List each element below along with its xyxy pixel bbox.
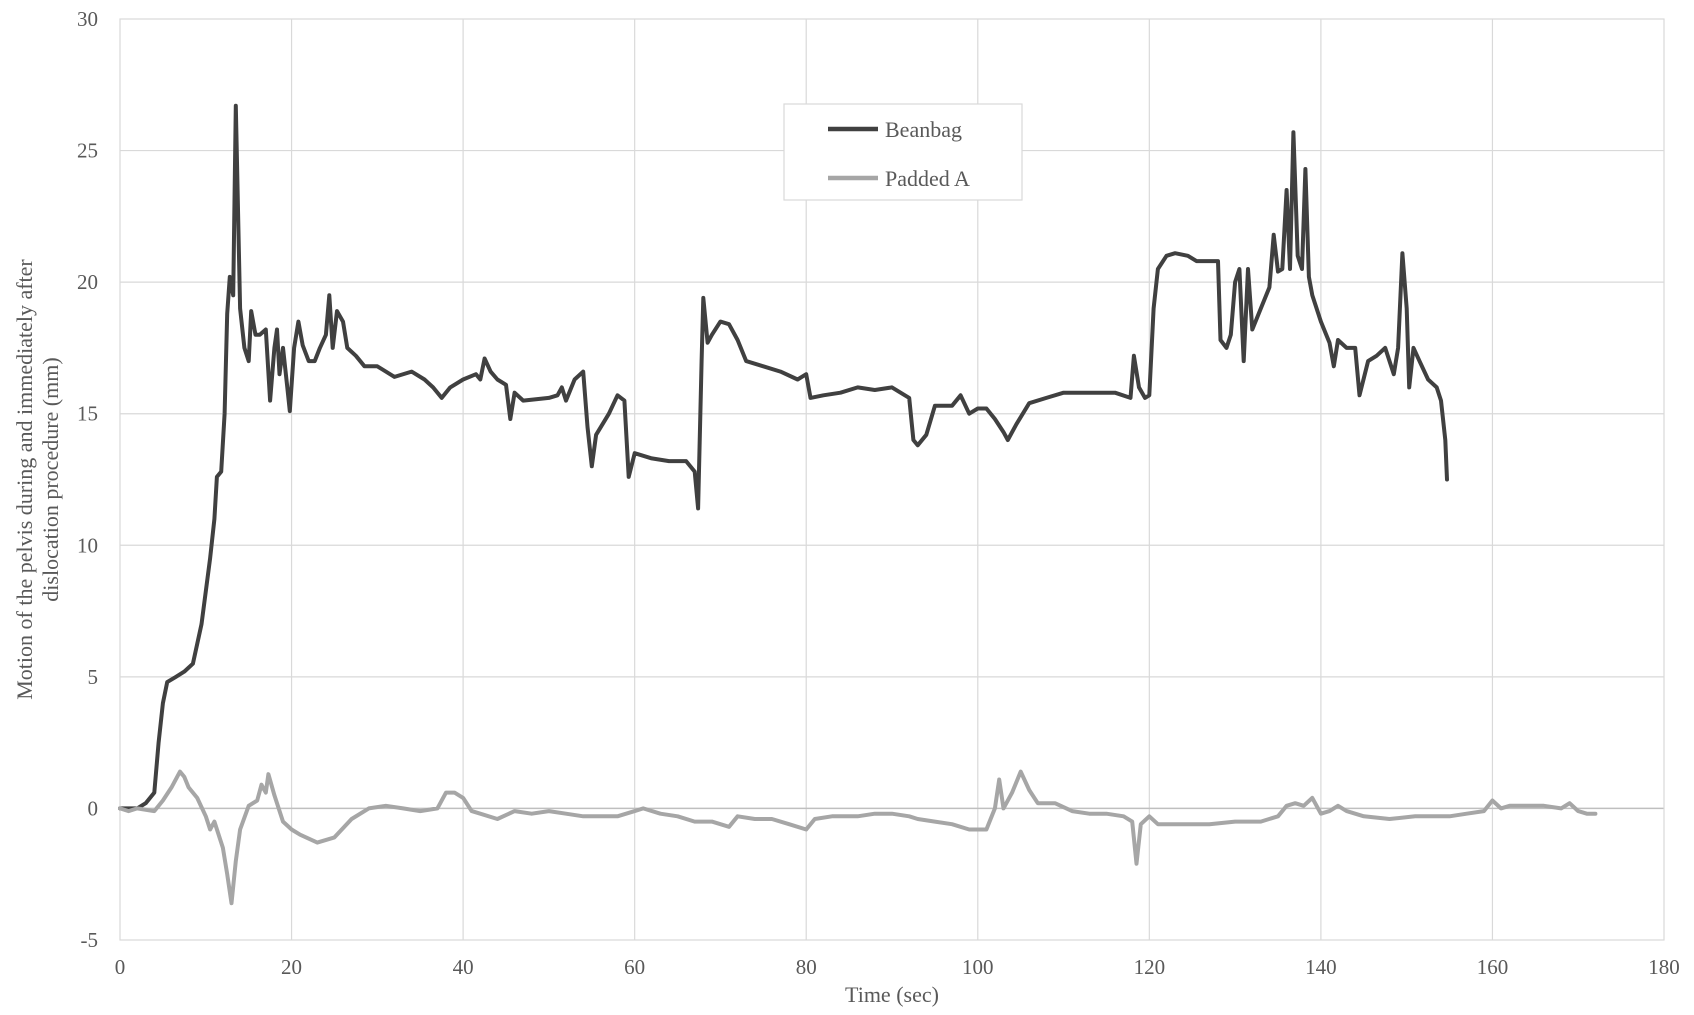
y-tick-label: 0 [88,796,99,820]
y-tick-label: 5 [88,665,99,689]
y-axis-title: Motion of the pelvis during and immediat… [12,259,63,700]
x-tick-label: 40 [453,955,474,979]
y-tick-label: 20 [77,270,98,294]
series-line-padded-a [118,769,1598,906]
legend-label-padded-a: Padded A [885,166,970,191]
series-line-beanbag [118,103,1449,811]
series-lines [118,103,1598,906]
y-tick-label: -5 [81,928,99,952]
legend: Beanbag Padded A [783,103,1023,201]
plot-area-border [119,18,1665,941]
y-tick-label: 10 [77,533,98,557]
y-axis-title-line-2: dislocation procedure (mm) [38,357,63,601]
y-tick-label: 30 [77,7,98,31]
x-tick-label: 180 [1648,955,1680,979]
x-axis-title: Time (sec) [845,982,939,1007]
x-tick-label: 160 [1477,955,1509,979]
x-tick-label: 100 [962,955,994,979]
x-tick-label: 20 [281,955,302,979]
x-axis-tick-labels: 0 20 40 60 80 100 120 140 160 180 [115,955,1680,979]
x-tick-label: 80 [796,955,817,979]
legend-label-beanbag: Beanbag [885,117,962,142]
y-tick-label: 25 [77,139,98,163]
legend-box [783,103,1023,201]
x-tick-label: 60 [624,955,645,979]
y-axis-tick-labels: -5 0 5 10 15 20 25 30 [77,7,98,952]
y-tick-label: 15 [77,402,98,426]
plot-frame [119,18,1665,941]
x-tick-label: 120 [1134,955,1166,979]
x-tick-label: 0 [115,955,126,979]
gridlines [120,19,1664,940]
x-tick-label: 140 [1305,955,1337,979]
y-axis-title-line-1: Motion of the pelvis during and immediat… [12,259,37,700]
